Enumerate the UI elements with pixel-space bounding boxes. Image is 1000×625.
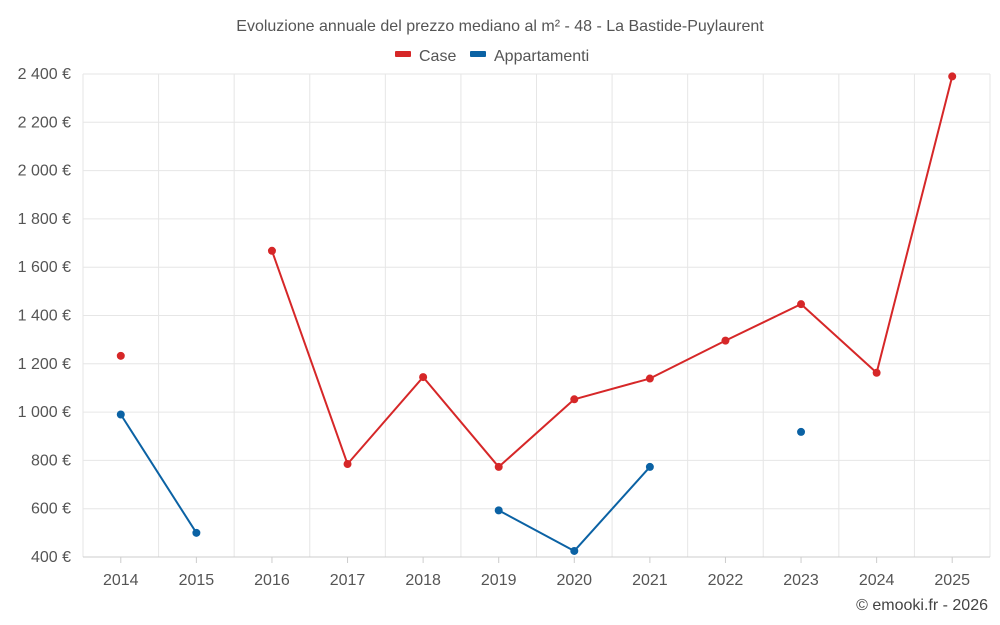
- data-point-appartamenti-2019[interactable]: [494, 506, 503, 515]
- y-tick-label: 1 000 €: [18, 404, 71, 421]
- data-point-case-2022[interactable]: [721, 336, 730, 345]
- data-point-case-2023[interactable]: [797, 300, 806, 309]
- grid: [82, 73, 991, 557]
- x-tick-label: 2025: [934, 572, 970, 589]
- series-appartamenti: [116, 410, 806, 555]
- credit-text: © emooki.fr - 2026: [856, 597, 988, 614]
- x-tick-label: 2014: [103, 572, 139, 589]
- x-tick-label: 2017: [330, 572, 366, 589]
- legend-item-appartamenti[interactable]: Appartamenti: [470, 48, 589, 65]
- data-point-case-2025[interactable]: [948, 72, 957, 81]
- legend-label-case: Case: [419, 48, 456, 65]
- data-point-case-2021[interactable]: [645, 374, 654, 383]
- y-tick-label: 1 200 €: [18, 356, 71, 373]
- x-tick-label: 2018: [405, 572, 441, 589]
- data-point-case-2024[interactable]: [872, 368, 881, 377]
- legend-swatch-appartamenti: [470, 51, 486, 57]
- series-case: [116, 72, 957, 471]
- y-tick-label: 800 €: [31, 452, 71, 469]
- data-point-appartamenti-2020[interactable]: [570, 546, 579, 555]
- x-tick-label: 2020: [556, 572, 592, 589]
- legend-label-appartamenti: Appartamenti: [494, 48, 589, 65]
- series-line-case: [270, 75, 954, 468]
- y-tick-label: 1 800 €: [18, 211, 71, 228]
- y-tick-label: 2 000 €: [18, 163, 71, 180]
- series: [116, 72, 957, 555]
- data-point-case-2017[interactable]: [343, 460, 352, 469]
- y-tick-label: 2 400 €: [18, 66, 71, 83]
- y-axis: 400 € 600 € 800 € 1 000 € 1 200 € 1 400 € 1 60…: [18, 66, 71, 566]
- data-point-appartamenti-2023[interactable]: [797, 427, 806, 436]
- legend-item-case[interactable]: Case: [395, 48, 456, 65]
- data-point-appartamenti-2021[interactable]: [645, 462, 654, 471]
- x-tick-label: 2023: [783, 572, 819, 589]
- y-tick-label: 600 €: [31, 501, 71, 518]
- y-tick-label: 400 €: [31, 549, 71, 566]
- x-tick-label: 2016: [254, 572, 290, 589]
- x-tick-label: 2015: [179, 572, 215, 589]
- legend: Case Appartamenti: [395, 48, 589, 65]
- data-point-case-2020[interactable]: [570, 395, 579, 404]
- data-point-case-2016[interactable]: [267, 246, 276, 255]
- data-point-appartamenti-2014[interactable]: [116, 410, 125, 419]
- data-point-case-2018[interactable]: [419, 373, 428, 382]
- y-tick-label: 2 200 €: [18, 114, 71, 131]
- data-point-appartamenti-2015[interactable]: [192, 528, 201, 537]
- data-point-case-2014[interactable]: [116, 351, 125, 360]
- x-tick-label: 2022: [708, 572, 744, 589]
- x-tick-label: 2019: [481, 572, 517, 589]
- series-line-appartamenti: [119, 413, 198, 534]
- x-tick-label: 2021: [632, 572, 668, 589]
- chart-title: Evoluzione annuale del prezzo mediano al…: [236, 18, 764, 35]
- y-tick-label: 1 400 €: [18, 308, 71, 325]
- data-point-case-2019[interactable]: [494, 462, 503, 471]
- legend-swatch-case: [395, 51, 411, 57]
- x-axis: 2014 2015 2016 2017 2018 2019 2020 2021 2022 2023…: [83, 556, 990, 589]
- y-tick-label: 1 600 €: [18, 259, 71, 276]
- x-tick-label: 2024: [859, 572, 895, 589]
